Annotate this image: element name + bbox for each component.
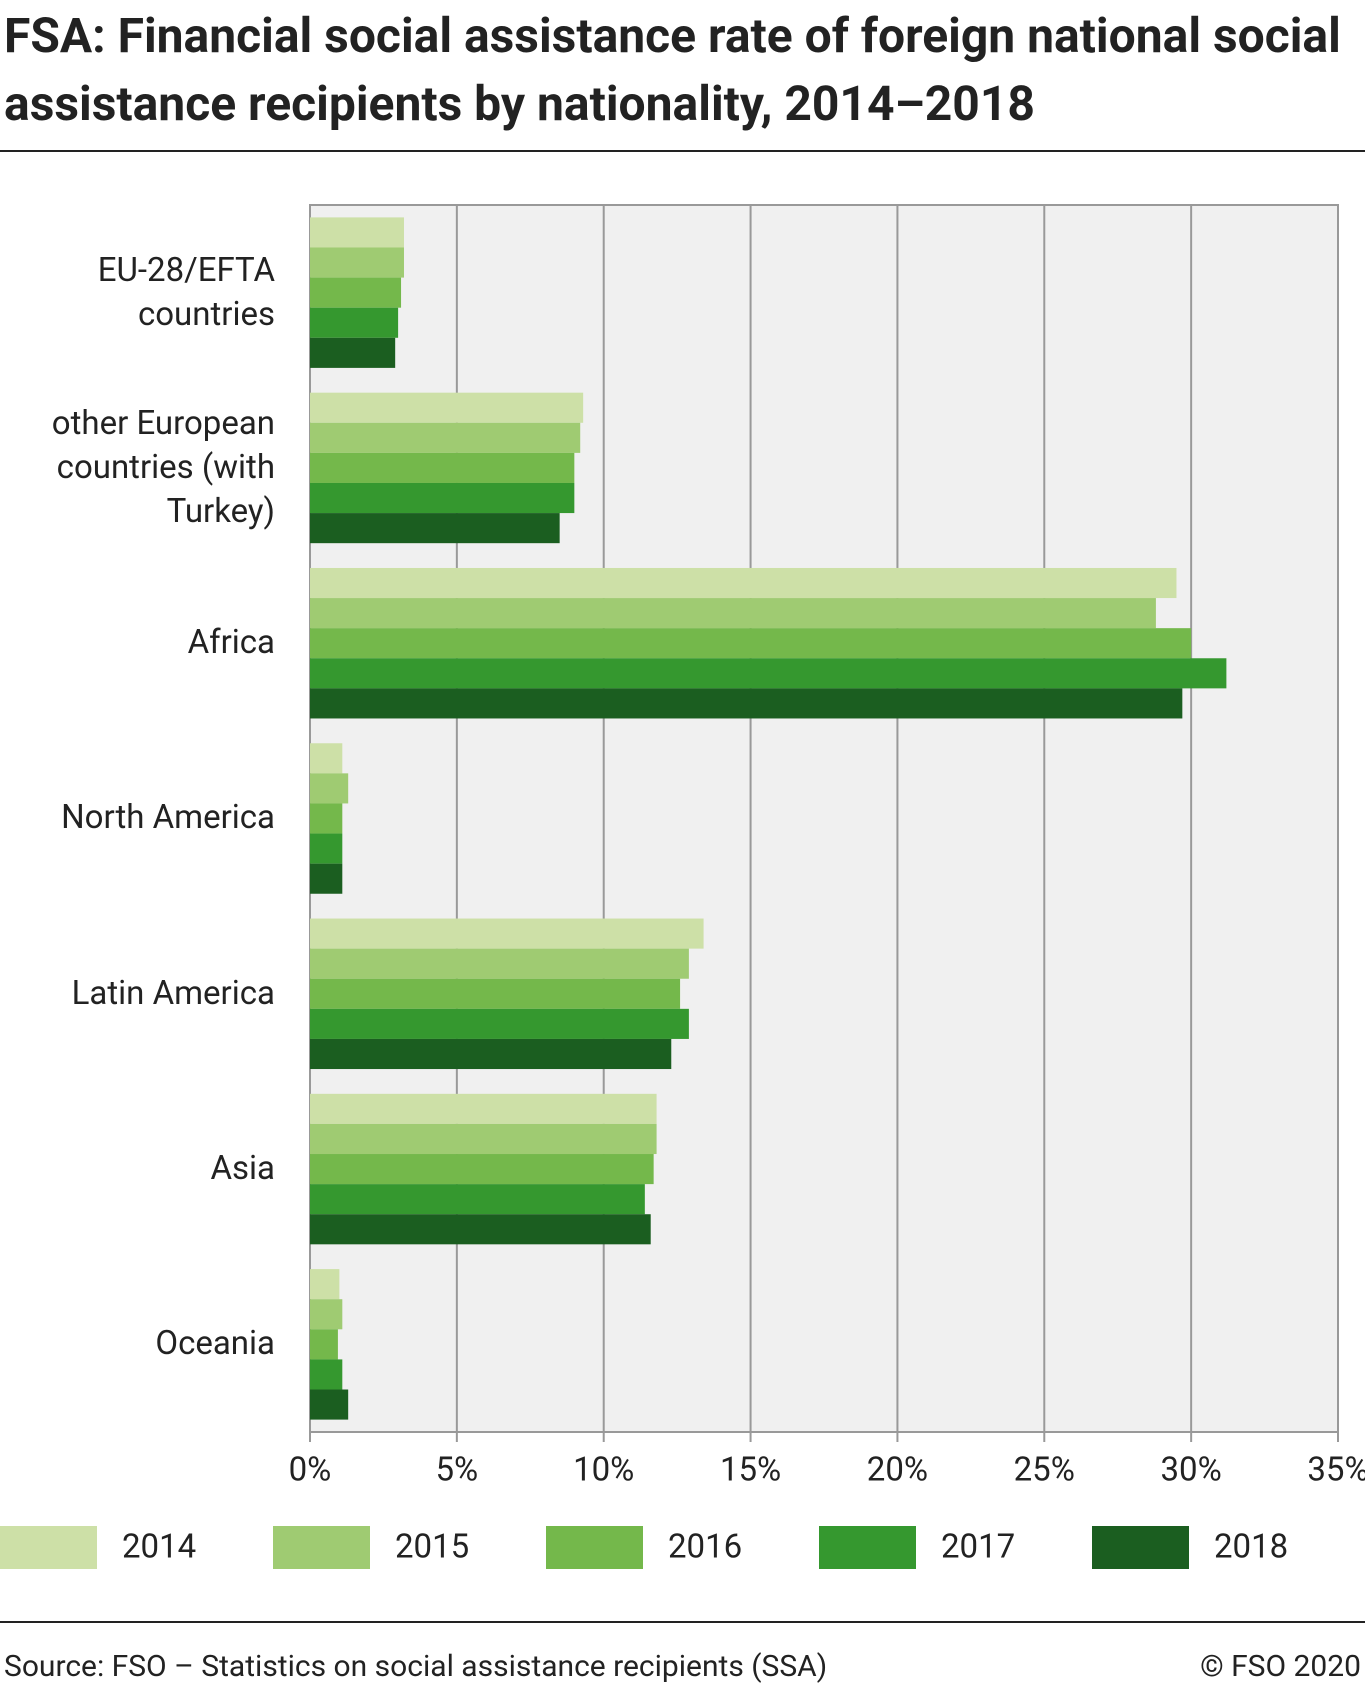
bar <box>310 1329 338 1360</box>
y-tick-label: EU-28/EFTA countries <box>97 250 275 334</box>
bar <box>310 978 681 1009</box>
bar <box>310 1038 672 1070</box>
x-tick-label: 15% <box>720 1451 781 1490</box>
bar <box>310 803 343 834</box>
legend-label: 2017 <box>941 1528 1015 1567</box>
plot-area <box>309 204 1339 1433</box>
bar <box>310 452 575 483</box>
bar <box>310 833 343 864</box>
chart-title: FSA: Financial social assistance rate of… <box>4 7 1341 132</box>
y-tick-label: other European countries (with Turkey) <box>51 403 275 531</box>
source: Source: FSO – Statistics on social assis… <box>4 1649 827 1684</box>
x-tick-label: 20% <box>867 1451 928 1490</box>
legend-swatch <box>546 1526 643 1569</box>
bar <box>310 773 349 804</box>
legend-swatch <box>1092 1526 1189 1569</box>
bar <box>310 948 689 979</box>
bar <box>310 1123 657 1155</box>
bar <box>310 337 396 368</box>
bar <box>310 918 704 949</box>
bar <box>310 1214 651 1245</box>
bar <box>310 277 402 308</box>
x-tick-label: 25% <box>1014 1451 1075 1490</box>
x-tick-label: 35% <box>1307 1451 1365 1490</box>
bar <box>310 567 1177 599</box>
bar <box>310 658 1227 689</box>
bar <box>310 598 1156 629</box>
y-tick-label: Oceania <box>155 1324 275 1364</box>
y-tick-label: Africa <box>187 623 275 663</box>
bar <box>310 1184 645 1215</box>
bar <box>310 1299 343 1330</box>
legend-swatch <box>273 1526 370 1569</box>
legend-label: 2016 <box>668 1528 742 1567</box>
bar <box>310 1359 343 1390</box>
bar <box>310 1154 654 1185</box>
bar <box>310 628 1192 659</box>
x-tick-label: 0% <box>289 1451 332 1490</box>
copyright: © FSO 2020 <box>1200 1649 1361 1684</box>
bar <box>310 863 343 894</box>
bar <box>310 1389 349 1420</box>
bar <box>310 743 343 774</box>
legend-swatch <box>0 1526 97 1569</box>
bar <box>310 217 404 248</box>
legend-swatch <box>819 1526 916 1569</box>
bar <box>310 1093 657 1124</box>
bar <box>310 482 575 514</box>
x-tick-label: 10% <box>573 1451 634 1490</box>
legend-label: 2018 <box>1214 1528 1288 1567</box>
x-tick-label: 30% <box>1161 1451 1222 1490</box>
legend-label: 2015 <box>395 1528 469 1567</box>
bar <box>310 247 404 278</box>
bar <box>310 422 581 453</box>
bar <box>310 1269 340 1300</box>
bar <box>310 392 584 423</box>
bar <box>310 688 1183 719</box>
x-tick-label: 5% <box>435 1451 478 1490</box>
y-tick-label: Asia <box>210 1149 275 1189</box>
bar <box>310 1008 689 1039</box>
y-tick-label: North America <box>61 798 275 838</box>
y-tick-label: Latin America <box>71 973 275 1013</box>
legend-label: 2014 <box>122 1528 196 1567</box>
bar <box>310 307 399 338</box>
bar <box>310 513 560 544</box>
